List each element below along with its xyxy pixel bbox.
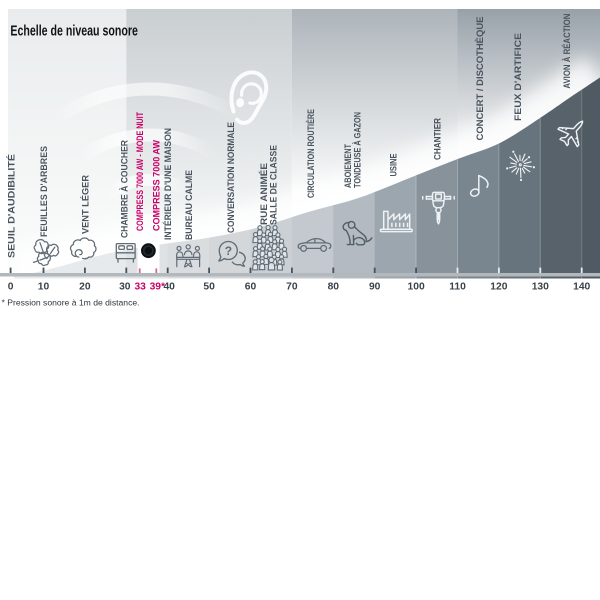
svg-text:COMPRESS 7000 AW - MODE NUIT: COMPRESS 7000 AW - MODE NUIT [135, 112, 146, 231]
svg-text:0: 0 [8, 282, 14, 293]
svg-text:33: 33 [134, 282, 146, 293]
svg-text:CHAMBRE À COUCHER: CHAMBRE À COUCHER [119, 140, 131, 238]
svg-text:FEUX D'ARTIFICE: FEUX D'ARTIFICE [513, 32, 524, 121]
svg-text:100: 100 [408, 282, 425, 293]
svg-text:50: 50 [203, 282, 215, 293]
svg-text:39*: 39* [150, 282, 165, 293]
svg-text:CONCERT / DISCOTHÈQUE: CONCERT / DISCOTHÈQUE [474, 16, 486, 141]
svg-text:BUREAU CALME: BUREAU CALME [184, 169, 195, 240]
svg-text:INTÉRIEUR D'UNE MAISON: INTÉRIEUR D'UNE MAISON [162, 128, 174, 240]
svg-text:CONVERSATION NORMALE: CONVERSATION NORMALE [226, 121, 237, 233]
svg-text:USINE: USINE [388, 153, 399, 176]
svg-text:90: 90 [369, 282, 381, 293]
svg-text:VENT LÉGER: VENT LÉGER [79, 175, 91, 234]
svg-text:COMPRESS 7000 AW: COMPRESS 7000 AW [152, 139, 163, 231]
svg-text:ABOIEMENT: ABOIEMENT [343, 144, 354, 188]
svg-text:TONDEUSE À GAZON: TONDEUSE À GAZON [352, 112, 364, 188]
svg-text:110: 110 [449, 282, 466, 293]
svg-text:130: 130 [532, 282, 549, 293]
svg-text:10: 10 [38, 282, 50, 293]
svg-text:Echelle de niveau sonore: Echelle de niveau sonore [10, 23, 137, 39]
svg-text:60: 60 [245, 282, 257, 293]
svg-text:SEUIL D'AUDIBILITÉ: SEUIL D'AUDIBILITÉ [5, 153, 17, 258]
svg-text:120: 120 [490, 282, 507, 293]
svg-text:?: ? [225, 244, 232, 258]
svg-text:40: 40 [163, 282, 175, 293]
svg-text:FEUILLES D'ARBRES: FEUILLES D'ARBRES [39, 145, 50, 237]
svg-text:30: 30 [119, 282, 131, 293]
svg-text:CIRCULATION ROUTIÈRE: CIRCULATION ROUTIÈRE [305, 109, 317, 198]
svg-text:SALLE DE CLASSE: SALLE DE CLASSE [269, 144, 280, 225]
svg-text:140: 140 [573, 282, 590, 293]
svg-text:20: 20 [79, 282, 91, 293]
svg-text:80: 80 [328, 282, 340, 293]
svg-text:CHANTIER: CHANTIER [432, 118, 443, 160]
svg-text:AVION À RÉACTION: AVION À RÉACTION [561, 14, 573, 89]
svg-text:* Pression sonore à 1m de dist: * Pression sonore à 1m de distance. [2, 298, 140, 308]
svg-text:70: 70 [286, 282, 298, 293]
svg-text:RUE ANIMÉE: RUE ANIMÉE [258, 162, 270, 225]
